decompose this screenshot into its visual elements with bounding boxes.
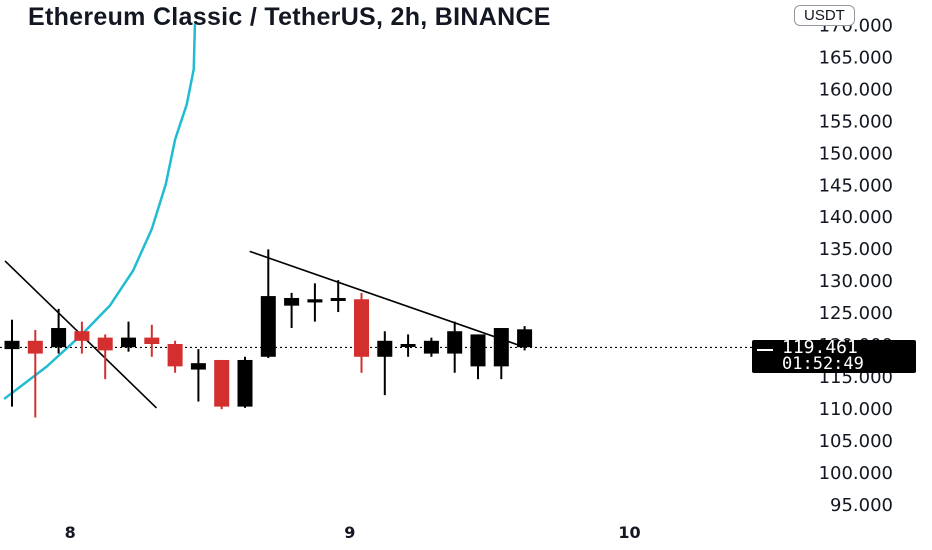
currency-button[interactable]: USDT bbox=[794, 5, 855, 26]
candle bbox=[27, 329, 43, 418]
candle-body bbox=[447, 331, 463, 354]
last-price-label: 119.461 01:52:49 bbox=[752, 337, 916, 374]
candle-body bbox=[97, 337, 113, 351]
price-tick-label: 145.000 bbox=[819, 175, 893, 196]
price-tick-label: 135.000 bbox=[819, 239, 893, 260]
candle bbox=[74, 321, 90, 354]
price-tick-label: 155.000 bbox=[819, 111, 893, 132]
trendline bbox=[249, 250, 525, 348]
candle-body bbox=[423, 340, 439, 354]
price-tick-label: 150.000 bbox=[819, 143, 893, 164]
chart-title: Ethereum Classic / TetherUS, 2h, BINANCE bbox=[28, 3, 551, 31]
time-tick-label: 9 bbox=[344, 523, 355, 542]
candle bbox=[470, 334, 486, 380]
price-tick-label: 130.000 bbox=[819, 271, 893, 292]
candle-body bbox=[470, 334, 486, 367]
indicator-curve bbox=[3, 23, 197, 400]
price-tick-label: 110.000 bbox=[819, 399, 893, 420]
candle-body bbox=[493, 328, 509, 367]
candle-body bbox=[354, 299, 369, 357]
candle bbox=[97, 334, 113, 380]
indicator-line bbox=[3, 23, 197, 400]
candle-body bbox=[74, 331, 90, 341]
candle-body bbox=[121, 337, 136, 348]
price-tick-label: 165.000 bbox=[819, 47, 893, 68]
candle-body bbox=[190, 363, 206, 370]
candle bbox=[121, 321, 136, 352]
last-price-value: 119.461 bbox=[782, 337, 858, 358]
price-tick-label: 160.000 bbox=[819, 79, 893, 100]
candle-body bbox=[144, 337, 160, 344]
candle-body bbox=[237, 359, 253, 407]
candle bbox=[493, 328, 509, 380]
candle-body bbox=[307, 299, 323, 303]
candle bbox=[354, 292, 369, 373]
candle-body bbox=[214, 359, 230, 407]
price-tick-label: 95.000 bbox=[830, 495, 893, 516]
candle bbox=[284, 292, 300, 329]
price-axis: 95.000100.000105.000110.000115.000120.00… bbox=[819, 16, 893, 516]
time-axis: 8 9 10 bbox=[65, 523, 641, 542]
candle bbox=[423, 337, 439, 357]
price-tick-label: 125.000 bbox=[819, 303, 893, 324]
price-tick-mark bbox=[757, 349, 773, 351]
candle bbox=[447, 321, 463, 373]
candle bbox=[517, 326, 533, 351]
candle-body bbox=[51, 328, 67, 348]
candle-body bbox=[377, 340, 393, 357]
price-tick-label: 105.000 bbox=[819, 431, 893, 452]
candle bbox=[4, 319, 20, 407]
candle-body bbox=[284, 297, 300, 306]
candle bbox=[307, 283, 323, 322]
bar-countdown: 01:52:49 bbox=[782, 354, 864, 374]
candle bbox=[144, 324, 160, 357]
candles bbox=[4, 249, 533, 418]
candle-body bbox=[4, 340, 20, 350]
candle bbox=[377, 331, 393, 396]
candle-body bbox=[27, 340, 43, 354]
candle-body bbox=[400, 344, 416, 347]
time-tick-label: 10 bbox=[618, 523, 640, 542]
candle-body bbox=[260, 296, 276, 357]
candle bbox=[237, 356, 253, 408]
candle-body bbox=[330, 297, 346, 301]
candle bbox=[214, 359, 230, 410]
time-tick-label: 8 bbox=[65, 523, 76, 542]
candle bbox=[260, 249, 276, 359]
candle bbox=[167, 340, 183, 373]
price-tick-label: 140.000 bbox=[819, 207, 893, 228]
candle bbox=[190, 349, 206, 402]
candle bbox=[330, 280, 346, 313]
candle-body bbox=[167, 344, 183, 367]
candle bbox=[400, 334, 416, 357]
price-tick-label: 100.000 bbox=[819, 463, 893, 484]
candle bbox=[51, 308, 67, 354]
candle-body bbox=[517, 329, 533, 348]
